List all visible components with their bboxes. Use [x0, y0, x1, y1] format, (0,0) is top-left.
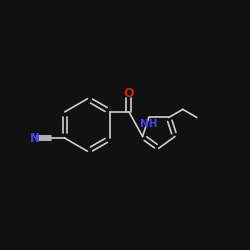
Text: O: O	[124, 87, 134, 100]
Text: NH: NH	[140, 119, 158, 129]
Text: N: N	[30, 132, 40, 144]
